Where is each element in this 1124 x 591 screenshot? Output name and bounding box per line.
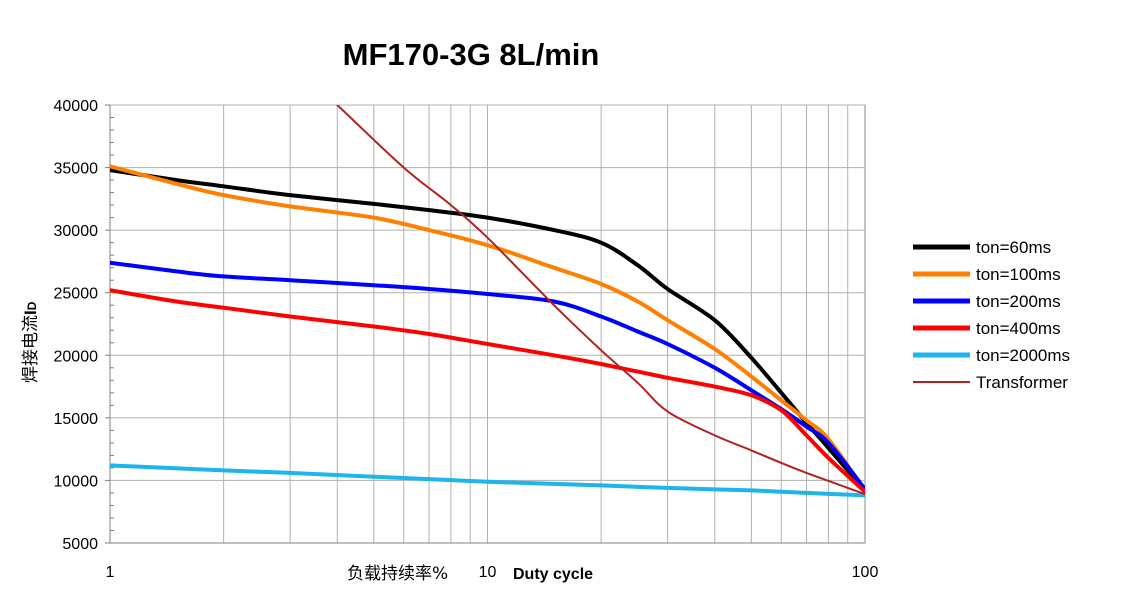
y-axis-label-cn: 焊接电流 (21, 315, 41, 383)
series-line-ton-100ms (110, 164, 865, 493)
y-axis-label-symbol: I (21, 310, 40, 315)
axes: 5000 10000 15000 20000 25000 30000 35000 40000 1… (54, 98, 879, 581)
x-axis-label-cn: 负载持续率% (347, 564, 448, 584)
legend: ton=60ms ton=100ms ton=200ms ton=400ms ton=2… (913, 238, 1070, 392)
y-tick-label: 35000 (54, 161, 99, 178)
grid-lines (110, 104, 865, 543)
series-line-ton-400ms (110, 288, 865, 494)
y-tick-label: 5000 (62, 536, 98, 553)
x-tick-label: 10 (479, 564, 497, 581)
legend-label: ton=100ms (976, 265, 1061, 284)
x-axis-label-en: Duty cycle (513, 566, 593, 583)
chart-title: MF170-3G 8L/min (343, 37, 600, 72)
legend-label: ton=60ms (976, 238, 1051, 257)
y-tick-label: 15000 (54, 411, 99, 428)
legend-label: Transformer (976, 373, 1068, 392)
legend-label: ton=400ms (976, 319, 1061, 338)
y-tick-label: 25000 (54, 286, 99, 303)
series-lines (110, 105, 865, 498)
series-line-ton-60ms (110, 168, 865, 493)
legend-label: ton=2000ms (976, 346, 1070, 365)
legend-label: ton=200ms (976, 292, 1061, 311)
y-tick-label: 30000 (54, 223, 99, 240)
y-axis-label-subscript: D (25, 301, 39, 310)
series-line-ton-2000ms (110, 463, 865, 498)
x-tick-label: 100 (852, 564, 879, 581)
x-tick-label: 1 (106, 564, 115, 581)
y-tick-label: 20000 (54, 348, 99, 365)
y-tick-label: 10000 (54, 473, 99, 490)
series-line-transformer (336, 105, 865, 496)
y-tick-label: 40000 (54, 98, 99, 115)
y-axis-label: 焊接电流ID (21, 301, 41, 383)
